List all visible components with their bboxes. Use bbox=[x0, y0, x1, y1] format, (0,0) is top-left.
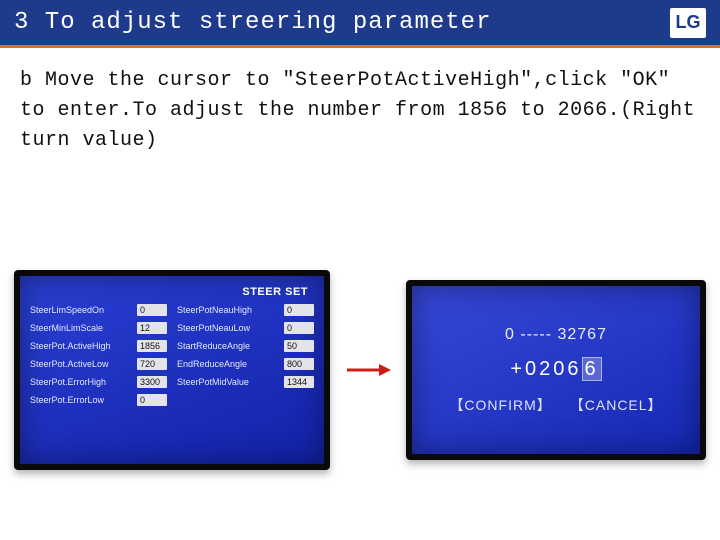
param-value[interactable]: 0 bbox=[284, 322, 314, 334]
param-label: EndReduceAngle bbox=[177, 359, 247, 369]
param-label: SteerPot.ErrorLow bbox=[30, 395, 104, 405]
action-row: 【CONFIRM】 【CANCEL】 bbox=[449, 395, 662, 415]
param-label: SteerLimSpeedOn bbox=[30, 305, 104, 315]
range-separator: ----- bbox=[520, 326, 552, 343]
param-row[interactable]: SteerPot.ErrorHigh 3300 bbox=[30, 376, 167, 388]
range-min: 0 bbox=[505, 326, 515, 343]
param-row[interactable]: SteerPotMidValue 1344 bbox=[177, 376, 314, 388]
param-label: StartReduceAngle bbox=[177, 341, 250, 351]
param-value[interactable]: 0 bbox=[137, 304, 167, 316]
param-label: SteerPotMidValue bbox=[177, 377, 249, 387]
cancel-button[interactable]: 【CANCEL】 bbox=[570, 395, 663, 415]
steer-set-screen: STEER SET SteerLimSpeedOn 0 SteerMinLimS… bbox=[14, 270, 330, 470]
param-value[interactable]: 720 bbox=[137, 358, 167, 370]
param-column-left: SteerLimSpeedOn 0 SteerMinLimScale 12 St… bbox=[30, 304, 167, 412]
param-row[interactable]: SteerMinLimScale 12 bbox=[30, 322, 167, 334]
param-value[interactable]: 12 bbox=[137, 322, 167, 334]
current-value[interactable]: +02066 bbox=[510, 358, 601, 381]
param-column-right: SteerPotNeauHigh 0 SteerPotNeauLow 0 Sta… bbox=[177, 304, 314, 412]
brand-logo: LG bbox=[670, 8, 706, 38]
param-value[interactable]: 1856 bbox=[137, 340, 167, 352]
param-label: SteerPot.ErrorHigh bbox=[30, 377, 106, 387]
screenshot-panels: STEER SET SteerLimSpeedOn 0 SteerMinLimS… bbox=[14, 270, 706, 470]
value-cursor-digit[interactable]: 6 bbox=[582, 357, 602, 381]
value-edit-screen: 0 ----- 32767 +02066 【CONFIRM】 【CANCEL】 bbox=[406, 280, 706, 460]
param-row[interactable]: SteerPot.ErrorLow 0 bbox=[30, 394, 167, 406]
param-row[interactable]: SteerPot.ActiveHigh 1856 bbox=[30, 340, 167, 352]
param-value[interactable]: 3300 bbox=[137, 376, 167, 388]
param-label: SteerPot.ActiveLow bbox=[30, 359, 109, 369]
value-prefix: +0206 bbox=[510, 358, 581, 380]
param-value[interactable]: 50 bbox=[284, 340, 314, 352]
param-row[interactable]: SteerPotNeauHigh 0 bbox=[177, 304, 314, 316]
param-row[interactable]: SteerLimSpeedOn 0 bbox=[30, 304, 167, 316]
instruction-text: b Move the cursor to "SteerPotActiveHigh… bbox=[0, 48, 720, 166]
title-bar: 3 To adjust streering parameter LG bbox=[0, 0, 720, 48]
param-row[interactable]: SteerPot.ActiveLow 720 bbox=[30, 358, 167, 370]
param-label: SteerMinLimScale bbox=[30, 323, 103, 333]
value-range: 0 ----- 32767 bbox=[505, 326, 607, 344]
confirm-button[interactable]: 【CONFIRM】 bbox=[449, 395, 551, 415]
param-label: SteerPot.ActiveHigh bbox=[30, 341, 111, 351]
param-label: SteerPotNeauHigh bbox=[177, 305, 252, 315]
page-title: 3 To adjust streering parameter bbox=[14, 9, 491, 36]
param-row[interactable]: StartReduceAngle 50 bbox=[177, 340, 314, 352]
param-value[interactable]: 0 bbox=[137, 394, 167, 406]
param-value[interactable]: 800 bbox=[284, 358, 314, 370]
param-label: SteerPotNeauLow bbox=[177, 323, 250, 333]
param-row[interactable]: SteerPotNeauLow 0 bbox=[177, 322, 314, 334]
range-max: 32767 bbox=[557, 326, 607, 343]
arrow-icon bbox=[345, 361, 391, 379]
steer-set-header: STEER SET bbox=[30, 284, 314, 304]
param-value[interactable]: 0 bbox=[284, 304, 314, 316]
param-row[interactable]: EndReduceAngle 800 bbox=[177, 358, 314, 370]
param-value[interactable]: 1344 bbox=[284, 376, 314, 388]
